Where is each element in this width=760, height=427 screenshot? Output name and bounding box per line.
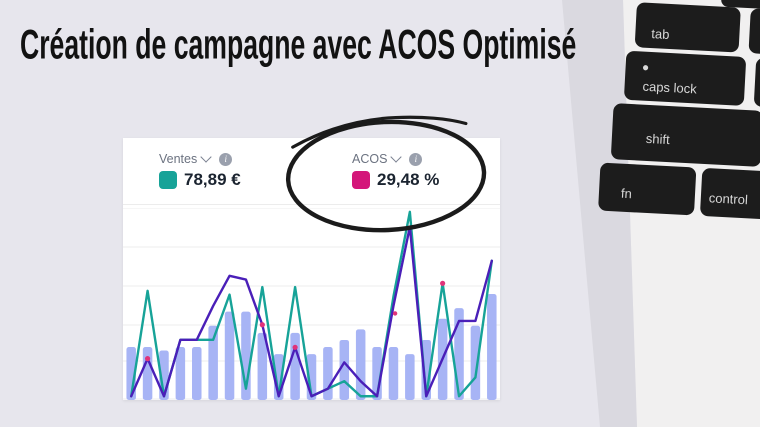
svg-text:tab: tab xyxy=(651,26,670,42)
svg-text:fn: fn xyxy=(621,186,633,202)
svg-text:shift: shift xyxy=(645,131,670,147)
svg-text:caps lock: caps lock xyxy=(642,79,697,97)
svg-text:control: control xyxy=(708,190,748,207)
